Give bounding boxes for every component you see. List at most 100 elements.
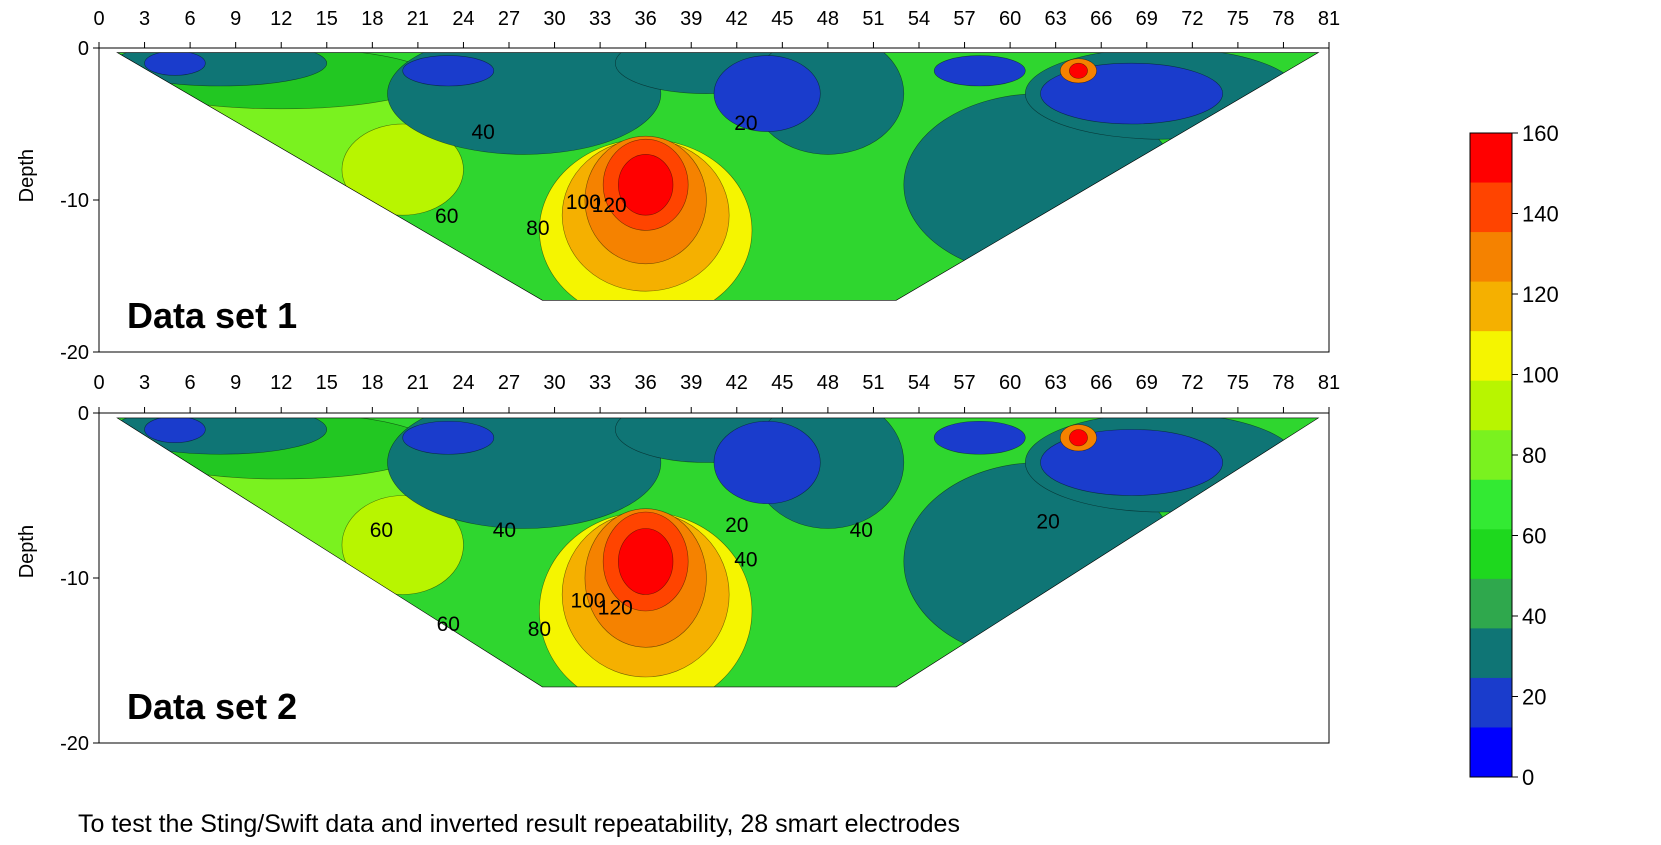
contour-label: 100 [570,590,605,613]
x-tick-label: 21 [407,8,429,30]
x-tick-label: 12 [270,8,292,30]
colorbar-tick-label: 80 [1522,443,1546,468]
x-tick-label: 69 [1136,8,1158,30]
colorbar-band [1470,727,1512,778]
x-tick-label: 60 [999,372,1021,394]
contour-label: 60 [435,205,458,228]
x-tick-label: 33 [589,372,611,394]
colorbar-tick-label: 20 [1522,685,1546,710]
colorbar-tick-label: 40 [1522,604,1546,629]
x-tick-label: 24 [452,372,474,394]
x-tick-label: 39 [680,372,702,394]
y-tick-label: 0 [78,403,89,425]
y-tick-label: 0 [78,38,89,60]
x-tick-label: 45 [771,372,793,394]
colorbar-tick-label: 160 [1522,121,1559,146]
x-tick-label: 30 [543,8,565,30]
colorbar-tick-label: 120 [1522,282,1559,307]
x-tick-label: 3 [139,372,150,394]
x-tick-label: 36 [635,8,657,30]
y-tick-label: -20 [60,342,89,364]
contour-label: 80 [528,618,551,641]
contour-label: 40 [734,548,757,571]
x-tick-label: 15 [316,8,338,30]
y-tick-label: -10 [60,568,89,590]
colorbar-band [1470,232,1512,283]
x-tick-label: 27 [498,372,520,394]
x-tick-label: 42 [726,372,748,394]
colorbar-tick-label: 100 [1522,363,1559,388]
data-set-annotation: Data set 1 [127,295,297,336]
contour-label: 60 [437,613,460,636]
x-tick-label: 72 [1181,8,1203,30]
contour-label: 60 [370,519,393,542]
x-tick-label: 48 [817,8,839,30]
x-tick-label: 30 [543,372,565,394]
x-tick-label: 0 [93,8,104,30]
data-set-annotation: Data set 2 [127,686,297,727]
x-tick-label: 54 [908,372,930,394]
contour-label: 20 [1036,511,1059,534]
colorbar-band [1470,380,1512,431]
y-tick-label: -20 [60,733,89,755]
x-tick-label: 45 [771,8,793,30]
x-tick-label: 33 [589,8,611,30]
resistivity-contour-fill [117,417,1319,687]
colorbar-band [1470,281,1512,332]
x-tick-label: 39 [680,8,702,30]
x-tick-label: 78 [1272,8,1294,30]
x-tick-label: 12 [270,372,292,394]
depth-section-panel-2: 0 3 6 9 12 15 18 21 24 27 30 33 36 39 42 45 48 51 54 57 60 63… [16,372,1340,755]
contour-label: 40 [850,519,873,542]
contour-label: 80 [526,217,549,240]
x-tick-label: 51 [862,8,884,30]
contour-label: 20 [725,514,748,537]
x-tick-label: 3 [139,8,150,30]
x-tick-label: 42 [726,8,748,30]
x-tick-label: 63 [1045,8,1067,30]
colorbar: 160 140 120 100 80 60 40 20 0 [1469,121,1559,790]
x-tick-label: 6 [185,372,196,394]
x-tick-label: 9 [230,372,241,394]
colorbar-tick-label: 0 [1522,765,1534,790]
x-tick-label: 9 [230,8,241,30]
contour-label: 40 [493,519,516,542]
x-tick-label: 57 [953,8,975,30]
resistivity-contour-fill [117,52,1319,301]
x-tick-label: 81 [1318,372,1340,394]
contour-label: 20 [734,112,757,135]
contour-label: 120 [598,596,633,619]
x-tick-label: 15 [316,372,338,394]
colorbar-tick-label: 60 [1522,524,1546,549]
colorbar-band [1470,182,1512,233]
x-tick-label: 24 [452,8,474,30]
x-tick-label: 75 [1227,372,1249,394]
colorbar-band [1470,529,1512,580]
x-tick-label: 0 [93,372,104,394]
caption: To test the Sting/Swift data and inverte… [78,810,960,838]
x-tick-label: 60 [999,8,1021,30]
x-tick-label: 72 [1181,372,1203,394]
colorbar-band [1470,677,1512,728]
colorbar-band [1470,133,1512,184]
x-tick-label: 48 [817,372,839,394]
colorbar-band [1470,479,1512,530]
x-tick-label: 21 [407,372,429,394]
x-tick-label: 66 [1090,372,1112,394]
x-tick-label: 81 [1318,8,1340,30]
y-tick-label: -10 [60,190,89,212]
x-tick-label: 78 [1272,372,1294,394]
x-tick-label: 27 [498,8,520,30]
contour-label: 120 [592,194,627,217]
x-tick-label: 36 [635,372,657,394]
x-tick-label: 63 [1045,372,1067,394]
contour-label: 100 [566,191,601,214]
x-tick-label: 18 [361,372,383,394]
y-axis-label: Depth [16,149,38,202]
depth-section-panel-1: 0 3 6 9 12 15 18 21 24 27 30 33 36 39 42 45 48 51 54 57 60 63… [16,8,1340,364]
x-tick-label: 75 [1227,8,1249,30]
x-tick-label: 6 [185,8,196,30]
x-tick-label: 51 [862,372,884,394]
y-axis-label: Depth [16,525,38,578]
